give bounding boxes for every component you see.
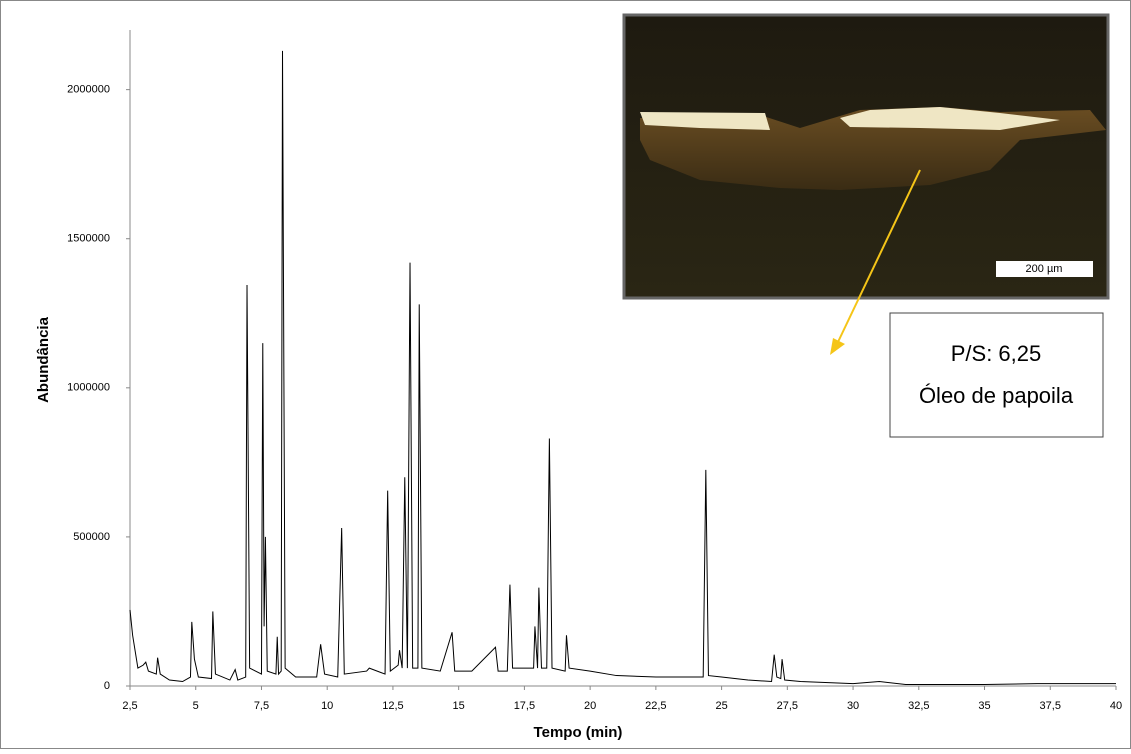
ground-layer [640,107,1060,130]
y-tick-label: 500000 [73,531,110,543]
x-tick-label: 5 [193,700,199,712]
scale-bar [996,261,1093,277]
x-tick-label: 35 [978,700,990,712]
x-tick-label: 22,5 [645,700,666,712]
x-tick-label: 37,5 [1040,700,1061,712]
x-tick-label: 15 [453,700,465,712]
x-tick-label: 7,5 [254,700,269,712]
x-tick-label: 40 [1110,700,1122,712]
x-tick-label: 27,5 [777,700,798,712]
x-tick-label: 32,5 [908,700,929,712]
annotation-box [889,312,1104,438]
x-axis-label: Tempo (min) [534,724,623,741]
x-tick-label: 25 [715,700,727,712]
x-tick-label: 2,5 [122,700,137,712]
x-tick-label: 17,5 [514,700,535,712]
y-tick-label: 2000000 [67,84,110,96]
x-tick-label: 30 [847,700,859,712]
x-tick-label: 20 [584,700,596,712]
y-tick-label: 1000000 [67,382,110,394]
annotation-text: P/S: 6,25 [951,341,1042,366]
y-axis-label: Abundância [35,316,52,402]
chromatogram-line [129,50,1116,686]
y-tick-label: 0 [104,680,110,692]
y-tick-label: 1500000 [67,233,110,245]
annotation-text: Óleo de papoila [919,383,1074,408]
micrograph: 200 µm [622,13,1110,300]
arrow [837,169,921,343]
scale-bar-label: 200 µm [1026,263,1063,275]
arrow-head [830,338,845,355]
plot-area: 0 500000 1000000 1500000 2000000 2,5 5 7,5 10 12,… [67,50,1122,712]
x-tick-label: 12,5 [382,700,403,712]
x-tick-label: 10 [321,700,333,712]
